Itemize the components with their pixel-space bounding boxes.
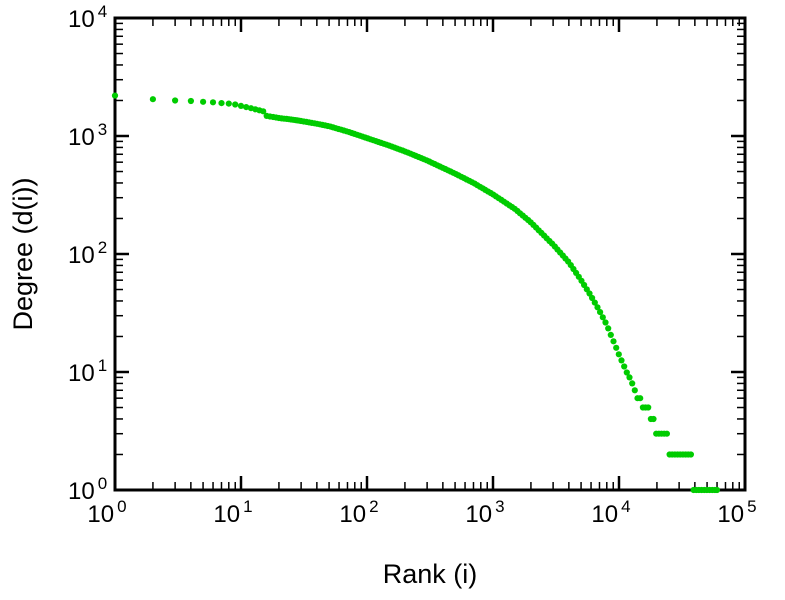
- data-point: [172, 97, 179, 104]
- x-tick-label: 10 3: [465, 497, 504, 528]
- data-point: [645, 404, 652, 411]
- data-point: [613, 344, 620, 351]
- y-tick-label: 10 4: [68, 2, 107, 33]
- data-point: [591, 299, 598, 306]
- data-point: [599, 314, 606, 321]
- data-point: [623, 369, 630, 376]
- data-point: [200, 98, 207, 105]
- data-point: [586, 290, 593, 297]
- y-tick-label: 10 1: [68, 356, 107, 387]
- data-point: [637, 395, 644, 402]
- x-tick-label: 10 2: [339, 497, 378, 528]
- data-point: [618, 357, 625, 364]
- y-axis-label: Degree (d(i)): [8, 177, 38, 330]
- x-axis-label: Rank (i): [383, 559, 478, 589]
- data-point: [650, 415, 657, 423]
- data-point: [597, 309, 604, 316]
- plot-generated-content: 10 0 10 1 10 2 10 3 10 4 10 5 10 0 10 1 10 2 10 3 10 4: [68, 2, 757, 528]
- data-point: [631, 387, 638, 394]
- x-tick-label: 10 5: [717, 497, 756, 528]
- data-point: [243, 104, 250, 111]
- x-tick-label: 10 4: [591, 497, 630, 528]
- data-point: [626, 374, 633, 381]
- data-point: [232, 101, 239, 108]
- data-point: [111, 92, 119, 99]
- data-point: [594, 304, 601, 311]
- data-point: [602, 319, 609, 326]
- data-point: [610, 338, 617, 345]
- data-point: [663, 430, 671, 437]
- data-point: [209, 99, 217, 106]
- data-point: [149, 96, 156, 103]
- data-point: [687, 451, 695, 458]
- data-point: [607, 331, 614, 338]
- data-point: [187, 97, 194, 105]
- data-point: [615, 351, 622, 358]
- data-point: [225, 100, 232, 107]
- y-tick-label: 10 0: [68, 474, 107, 505]
- data-point: [605, 325, 612, 332]
- data-point: [260, 108, 267, 115]
- y-tick-label: 10 2: [68, 238, 107, 269]
- data-point: [621, 363, 628, 370]
- data-point: [589, 294, 596, 302]
- y-tick-label: 10 3: [68, 120, 107, 151]
- data-point: [237, 102, 245, 109]
- x-tick-label: 10 1: [213, 497, 252, 528]
- x-tick-label: 10 0: [87, 497, 126, 528]
- data-point: [218, 100, 225, 107]
- data-point: [629, 380, 636, 387]
- data-point: [713, 486, 721, 494]
